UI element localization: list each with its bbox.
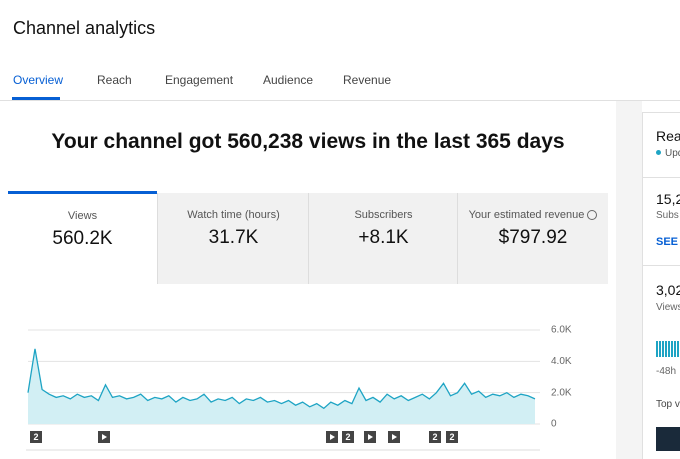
metric-value: 560.2K: [52, 228, 113, 249]
tab-indicator: [12, 97, 60, 100]
realtime-bars: [656, 341, 680, 357]
see-link[interactable]: SEE: [656, 236, 679, 248]
headline: Your channel got 560,238 views in the la…: [51, 130, 565, 153]
metric-label-text: Your estimated revenue: [468, 209, 585, 221]
metric-card[interactable]: Subscribers +8.1K: [308, 193, 458, 284]
gutter: [616, 101, 642, 459]
subs-value: 15,2: [656, 191, 680, 207]
play-icon: [102, 434, 107, 440]
metric-label: Your estimated revenue: [458, 209, 608, 221]
metric-value: $797.92: [498, 227, 568, 248]
event-count: 2: [432, 432, 437, 442]
status: Upd: [665, 148, 680, 159]
y-tick-label: 4.0K: [551, 356, 572, 367]
page-title: Channel analytics: [13, 18, 156, 38]
live-dot: [656, 150, 661, 155]
realtime-title: Rea: [656, 128, 680, 144]
divider: [0, 100, 680, 101]
area: [28, 348, 535, 424]
metric-card[interactable]: Views 560.2K: [8, 191, 157, 285]
y-tick-label: 2.0K: [551, 387, 572, 398]
divider: [643, 265, 680, 266]
metric-card[interactable]: Your estimated revenue $797.92: [457, 193, 608, 284]
metric-card[interactable]: Watch time (hours) 31.7K: [157, 193, 309, 284]
event-marker[interactable]: [342, 431, 354, 443]
metric-value: 31.7K: [208, 227, 259, 248]
metric-label: Views: [67, 210, 98, 222]
line: [27, 348, 536, 410]
subs-label: Subs: [656, 210, 679, 221]
event-count: 2: [449, 432, 454, 442]
time-label: -48h: [656, 366, 677, 377]
metric-value: +8.1K: [358, 227, 409, 248]
chart: 02.0K4.0K6.0K22222: [26, 325, 572, 451]
views-value: 3,02: [656, 282, 680, 298]
tab[interactable]: Audience: [263, 73, 314, 87]
metric-label: Watch time (hours): [187, 209, 280, 221]
play-icon: [368, 434, 373, 440]
tab[interactable]: Reach: [97, 73, 132, 87]
tab[interactable]: Overview: [13, 73, 64, 87]
event-marker[interactable]: [30, 431, 42, 443]
y-tick-label: 6.0K: [551, 325, 572, 336]
play-icon: [392, 434, 397, 440]
info-icon[interactable]: [587, 210, 598, 221]
event-count: 2: [33, 432, 38, 442]
divider: [643, 177, 680, 178]
play-icon: [330, 434, 335, 440]
realtime-card: Rea Upd 15,2 Subs SEE 3,02 Views -48h To…: [642, 112, 680, 459]
tab[interactable]: Revenue: [343, 73, 392, 87]
event-count: 2: [345, 432, 350, 442]
event-marker[interactable]: [446, 431, 458, 443]
views-label: Views: [656, 302, 680, 313]
metric-label: Subscribers: [354, 209, 413, 221]
event-marker[interactable]: [429, 431, 441, 443]
top-label: Top v: [656, 399, 680, 410]
y-tick-label: 0: [551, 419, 557, 430]
thumbnail[interactable]: [656, 427, 680, 451]
tab[interactable]: Engagement: [165, 73, 234, 87]
